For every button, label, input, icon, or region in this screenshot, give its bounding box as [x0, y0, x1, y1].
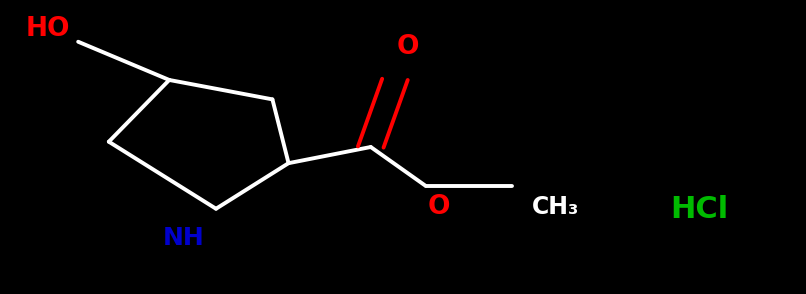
Text: CH₃: CH₃ — [532, 195, 580, 219]
Text: O: O — [427, 194, 450, 220]
Text: HO: HO — [26, 16, 71, 42]
Text: O: O — [397, 34, 419, 60]
Text: HCl: HCl — [671, 195, 729, 224]
Text: NH: NH — [163, 225, 205, 250]
